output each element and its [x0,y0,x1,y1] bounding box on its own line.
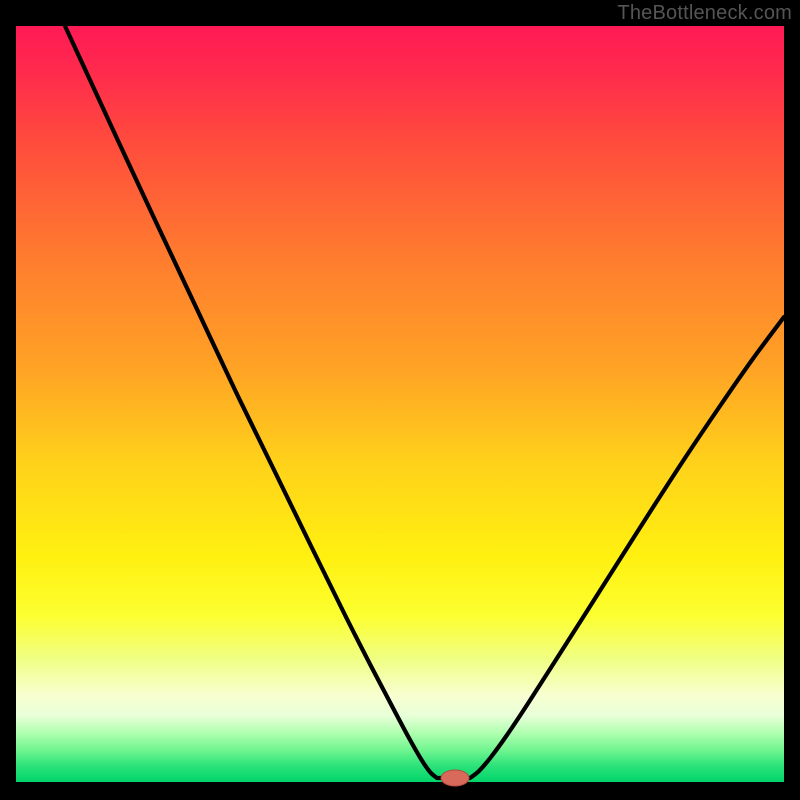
minimum-marker [441,770,469,786]
bottleneck-chart: TheBottleneck.com [0,0,800,800]
chart-svg [0,0,800,800]
watermark-text: TheBottleneck.com [617,2,792,25]
chart-gradient-background [16,26,784,782]
